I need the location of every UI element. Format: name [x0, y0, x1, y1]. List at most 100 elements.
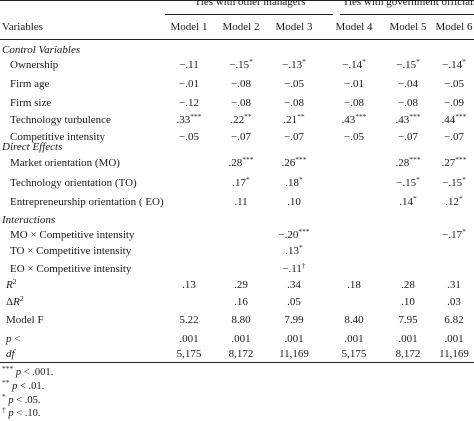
table-cell: .28***: [228, 155, 254, 169]
footnote: * p < .05.: [2, 392, 41, 406]
table-cell: −.07: [398, 131, 418, 143]
stat-cell: .001: [179, 333, 199, 345]
table-cell: −.07: [284, 131, 304, 143]
model-header: Model 3: [275, 21, 313, 33]
group-header-government: Ties with government officials: [342, 0, 474, 8]
stat-cell: .10: [401, 296, 415, 308]
table-cell: .18*: [285, 175, 303, 189]
table-cell: −.07: [231, 131, 251, 143]
stat-label: Model F: [6, 314, 44, 326]
stat-cell: 7.99: [284, 314, 304, 326]
row-label: Firm age: [10, 78, 50, 90]
stat-cell: 7.95: [398, 314, 418, 326]
section-control-variables: Control Variables: [2, 44, 81, 56]
row-label: Technology turbulence: [10, 114, 111, 126]
group-header-managers: Ties with other managers: [194, 0, 306, 8]
stat-cell: .001: [284, 333, 304, 345]
group-rule-government: [340, 14, 474, 15]
row-label: Market orientation (MO): [10, 157, 120, 169]
stat-cell: .16: [234, 296, 248, 308]
table-cell: −.15*: [442, 175, 466, 189]
table-cell: −.01: [344, 78, 364, 90]
stat-cell: 8.40: [344, 314, 364, 326]
table-cell: −.15*: [229, 57, 253, 71]
row-label: Technology orientation (TO): [10, 177, 137, 189]
bottom-rule: [0, 362, 474, 363]
stat-cell: .001: [444, 333, 464, 345]
table-cell: .33***: [176, 112, 202, 126]
table-cell: −.08: [344, 97, 364, 109]
stat-cell: .28: [401, 279, 415, 291]
table-cell: −.14*: [442, 57, 466, 71]
table-cell: .27***: [441, 155, 467, 169]
table-cell: −.05: [179, 131, 199, 143]
footnote: *** p < .001.: [2, 364, 54, 378]
stat-label: df: [6, 348, 15, 360]
row-label: Firm size: [10, 97, 52, 109]
table-cell: −.11: [179, 59, 199, 71]
table-cell: −.05: [344, 131, 364, 143]
stat-cell: 11,169: [439, 348, 469, 360]
stat-cell: 8.80: [231, 314, 251, 326]
table-cell: −.08: [398, 97, 418, 109]
table-cell: .44***: [441, 112, 467, 126]
section-interactions: Interactions: [2, 214, 56, 226]
stat-cell: .05: [287, 296, 301, 308]
model-header: Model 2: [222, 21, 260, 33]
table-cell: −.12: [179, 97, 199, 109]
stat-cell: 5,175: [176, 348, 202, 360]
table-cell: .11: [234, 196, 248, 208]
table-cell: −.15*: [396, 175, 420, 189]
footnote: ** p < .01.: [2, 378, 45, 392]
group-rule-managers: [165, 14, 333, 15]
stat-label: p <: [6, 333, 21, 345]
stat-cell: .29: [234, 279, 248, 291]
stat-cell: 5,175: [341, 348, 367, 360]
table-cell: .22**: [230, 112, 252, 126]
table-cell: .43***: [341, 112, 367, 126]
table-cell: −.05: [284, 78, 304, 90]
row-label: MO × Competitive intensity: [10, 229, 135, 241]
top-rule: [0, 0, 474, 1]
row-label: TO × Competitive intensity: [10, 245, 132, 257]
stat-cell: .18: [347, 279, 361, 291]
table-cell: .12*: [445, 194, 463, 208]
table-cell: .17*: [232, 175, 250, 189]
stat-cell: 8,172: [395, 348, 421, 360]
table-cell: −.09: [444, 97, 464, 109]
stat-cell: .31: [447, 279, 461, 291]
table-cell: .28***: [395, 155, 421, 169]
table-cell: .21**: [283, 112, 305, 126]
stat-cell: .001: [344, 333, 364, 345]
stat-label: ΔR2: [6, 294, 24, 308]
table-cell: .13*: [285, 243, 303, 257]
stat-cell: 5.22: [179, 314, 199, 326]
section-direct-effects: Direct Effects: [2, 141, 63, 153]
stat-cell: 8,172: [228, 348, 254, 360]
table-cell: .10: [287, 196, 301, 208]
footnote: † p < .10.: [2, 405, 41, 419]
row-label: Ownership: [10, 59, 59, 71]
table-cell: −.04: [398, 78, 418, 90]
table-cell: −.13*: [282, 57, 306, 71]
table-cell: −.15*: [396, 57, 420, 71]
model-header: Model 6: [435, 21, 473, 33]
table-cell: .14*: [399, 194, 417, 208]
model-header: Model 4: [335, 21, 373, 33]
header-rule: [0, 39, 474, 40]
stat-cell: 6.82: [444, 314, 464, 326]
stat-cell: 11,169: [279, 348, 309, 360]
table-cell: −.07: [444, 131, 464, 143]
table-cell: −.08: [284, 97, 304, 109]
stub-header: Variables: [2, 21, 43, 33]
table-cell: −.08: [231, 78, 251, 90]
table-cell: −.08: [231, 97, 251, 109]
stat-label: R2: [6, 277, 17, 291]
table-cell: −.14*: [342, 57, 366, 71]
row-label: Entrepreneurship orientation ( EO): [10, 196, 164, 208]
table-cell: −.05: [444, 78, 464, 90]
model-header: Model 1: [170, 21, 208, 33]
table-cell: −.20***: [278, 227, 310, 241]
table-cell: −.11†: [282, 261, 306, 275]
table-cell: −.17*: [442, 227, 466, 241]
